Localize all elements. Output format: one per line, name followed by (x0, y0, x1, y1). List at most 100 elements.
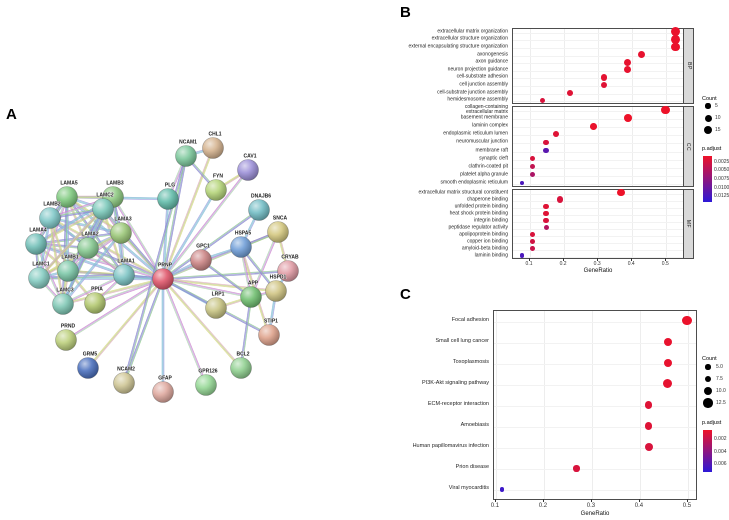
enrichment-dot (553, 131, 560, 138)
count-legend-label: 12.5 (716, 400, 726, 406)
network-edge (38, 273, 124, 278)
term-label: extracellular matrix organization (437, 28, 508, 35)
network-edge (161, 147, 213, 279)
network-node-LAMA4 (25, 233, 47, 255)
enrichment-dot (529, 164, 535, 170)
enrichment-dot (671, 42, 680, 52)
term-label: laminin complex (472, 122, 508, 129)
axis-tick (665, 258, 667, 261)
network-node-label-LAMB3: LAMB3 (106, 181, 123, 187)
network-node-label-HSPD1: HSPD1 (270, 275, 287, 281)
network-edge (123, 278, 164, 384)
gridline (513, 242, 683, 244)
network-node-label-LRP1: LRP1 (212, 292, 225, 298)
network-edge (88, 246, 164, 279)
panel-a-label: A (6, 106, 17, 123)
x-axis-title: GeneRatio (580, 511, 610, 517)
enrichment-dot (566, 89, 573, 96)
network-node-FYN (205, 179, 227, 201)
pathway-label: Prion disease (455, 464, 489, 471)
network-node-LAMC3 (52, 293, 74, 315)
network-edge (161, 279, 206, 386)
gridline (513, 127, 683, 129)
network-edge (162, 169, 249, 280)
network-node-DNAJB6 (248, 199, 270, 221)
gridline (513, 159, 683, 161)
axis-tick-label: 0.4 (627, 261, 635, 267)
enrichment-dot (623, 114, 632, 123)
gridline (564, 107, 566, 186)
network-edge (162, 155, 187, 280)
network-node-LRP1 (205, 297, 227, 319)
network-edge (63, 275, 125, 306)
gridline (513, 111, 683, 113)
network-node-label-LAMC3: LAMC3 (56, 288, 73, 294)
enrichment-dot (644, 443, 653, 452)
network-edge (162, 198, 169, 280)
network-node-label-GFAP: GFAP (158, 376, 172, 382)
term-label: axon guidance (475, 58, 508, 65)
enrichment-dot (543, 147, 549, 154)
network-edge (250, 231, 279, 298)
gridline (513, 70, 683, 72)
network-edge (38, 274, 125, 279)
network-edge (163, 277, 277, 291)
network-node-LAMA5 (56, 186, 78, 208)
network-edge (50, 216, 122, 233)
padjust-legend-label: 0.0025 (714, 158, 729, 165)
network-edge (162, 278, 207, 386)
network-edge (163, 271, 289, 281)
gridline (494, 342, 696, 344)
network-node-LAMA1 (113, 264, 135, 286)
term-label: chaperone binding (466, 195, 508, 202)
gridline (513, 200, 683, 202)
network-edge (111, 197, 163, 280)
pathway-label: Amoebiasis (460, 422, 489, 429)
gridline (632, 107, 634, 186)
x-axis-title: GeneRatio (583, 268, 613, 274)
network-node-label-GPR126: GPR126 (198, 369, 217, 375)
count-legend-dot (703, 125, 713, 135)
network-edge (67, 196, 70, 271)
term-label: integrin binding (474, 216, 508, 223)
network-edge (162, 279, 251, 299)
pathway-label: ECM-receptor interaction (427, 401, 489, 408)
network-node-PLG (157, 188, 179, 210)
network-node-LAMC2 (92, 198, 114, 220)
network-edge (162, 269, 288, 279)
gridline (513, 249, 683, 251)
gridline (494, 406, 696, 407)
network-edge (62, 273, 124, 304)
count-legend-dot (704, 375, 712, 383)
network-edge (161, 189, 216, 279)
padjust-legend-title: p.adjust (702, 420, 722, 426)
network-edge (163, 277, 252, 297)
network-edge (162, 270, 289, 280)
enrichment-dot (529, 172, 535, 178)
term-label: synaptic cleft (479, 155, 508, 162)
term-label: apolipoprotein binding (459, 230, 508, 237)
facet-strip-CC: CC (683, 106, 694, 187)
network-edge (39, 209, 104, 279)
network-node-label-NCAM1: NCAM1 (179, 140, 197, 146)
enrichment-dot (530, 246, 535, 251)
term-label: external encapsulating structure organiz… (408, 43, 508, 50)
gridline (666, 107, 668, 186)
count-legend-label: 5 (715, 103, 718, 109)
axis-tick-label: 0.2 (538, 503, 548, 509)
gridline (632, 190, 634, 258)
term-label: neuromuscular junction (456, 138, 508, 145)
network-edge (163, 148, 215, 280)
facet-strip-label: BP (685, 62, 692, 70)
kegg-plot-area (493, 310, 697, 500)
padjust-legend-label: 0.002 (714, 436, 727, 443)
ppi-network-diagram: LAMA5 LAMB3 LAMC2 LAMB2 LAMA3 LAMA4 LAMA2 LAMB1… (25, 131, 299, 403)
term-label: endoplasmic reticulum lumen (443, 130, 508, 137)
enrichment-dot (624, 58, 632, 66)
network-node-label-FYN: FYN (213, 174, 223, 180)
network-edge (38, 231, 121, 278)
network-node-label-PRND: PRND (61, 324, 76, 330)
axis-tick-label: 0.3 (593, 261, 601, 267)
network-edge (62, 277, 163, 304)
count-legend-label: 10 (715, 115, 721, 121)
